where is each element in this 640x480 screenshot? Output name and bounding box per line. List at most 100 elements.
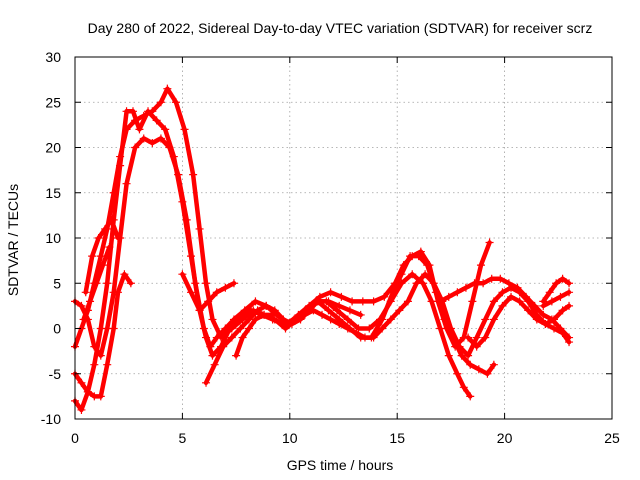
x-tick-label: 0 [71,430,79,446]
data-point [481,333,490,342]
data-point [425,261,434,270]
data-point [504,279,513,288]
data-point [83,387,92,396]
data-point [479,279,488,288]
x-tick-label: 15 [389,430,405,446]
series-line [437,276,572,340]
x-tick-label: 20 [497,430,513,446]
data-point [204,297,213,306]
y-tick-label: 5 [53,275,61,291]
series-trace-6 [79,243,114,324]
data-point [403,297,412,306]
data-point [318,310,327,319]
data-point [113,234,122,242]
data-point [212,333,221,342]
data-point [163,84,172,93]
data-point [386,315,395,324]
data-point [444,351,453,360]
data-point [77,405,86,414]
data-point [103,360,112,369]
series-trace-8 [202,297,365,387]
series-trace-13 [539,274,574,306]
data-point [92,279,101,288]
data-point [101,224,110,233]
data-point [539,301,548,310]
data-point [79,315,88,324]
data-point [399,261,408,270]
y-tick-label: -5 [49,366,62,382]
data-point [547,297,556,306]
data-point [122,179,131,188]
data-point [556,292,565,301]
data-point [343,315,352,324]
data-point [513,283,522,292]
data-point [453,288,462,297]
data-point [352,329,361,338]
data-point [86,297,95,306]
data-point [202,279,211,288]
data-point [90,342,99,351]
data-point [412,279,421,288]
data-point [189,170,198,179]
data-point [489,360,498,369]
data-point [468,297,477,306]
data-point [524,306,533,315]
data-point [313,297,322,306]
data-point [208,315,217,324]
data-point [466,360,475,369]
data-point [354,324,363,333]
y-tick-label: 25 [45,94,61,110]
y-tick-label: 0 [53,321,61,337]
data-point [496,274,505,283]
data-point [489,297,498,306]
y-axis-label: SDTVAR / TECUs [5,184,21,296]
data-point [421,270,430,279]
data-point [444,292,453,301]
data-point [483,369,492,378]
data-point [206,342,215,351]
data-point [116,161,125,170]
data-point [238,333,247,342]
data-point [539,310,548,319]
data-point [268,310,277,319]
data-point [565,301,574,310]
data-point [498,288,507,297]
grid-layer [75,57,612,419]
data-point [251,297,260,306]
data-point [436,297,445,306]
data-point [343,324,352,333]
data-point [545,288,554,297]
data-point [498,301,507,310]
series-trace-14 [539,288,574,310]
data-point [191,279,200,288]
data-point [455,342,464,351]
data-point [113,288,122,297]
data-point [348,297,357,306]
data-point [195,306,204,315]
data-point [131,143,140,152]
series-trace-12 [464,292,574,351]
data-point [186,288,195,297]
data-point [171,98,180,107]
series-line [72,109,473,413]
data-point [182,215,191,224]
data-point [96,351,105,360]
data-point [522,292,531,301]
data-point [532,315,541,324]
data-point [476,261,485,270]
data-point [333,306,342,315]
x-axis-label: GPS time / hours [287,457,394,473]
data-point [507,292,516,301]
data-point [309,306,318,315]
data-point [212,288,221,297]
data-point [135,125,144,134]
data-point [156,98,165,107]
x-tick-label: 25 [604,430,620,446]
data-point [470,279,479,288]
data-point [459,383,468,392]
series-trace-9 [232,310,277,360]
data-point [219,342,228,351]
data-point [287,319,296,328]
data-point [221,324,230,333]
